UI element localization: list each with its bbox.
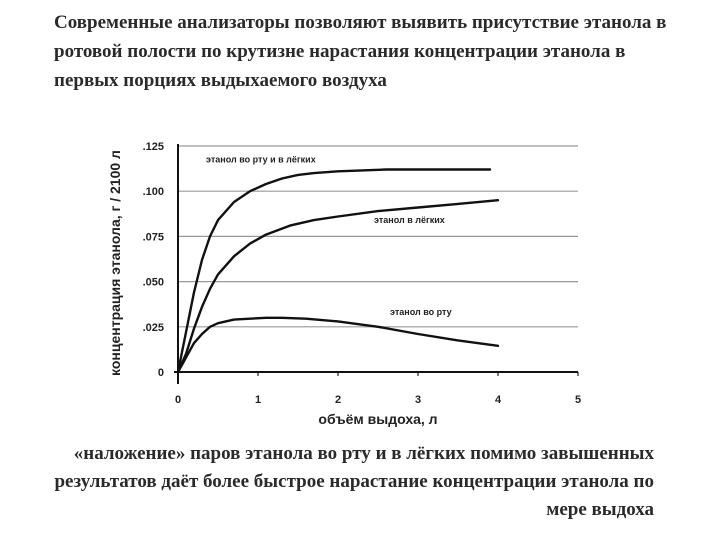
- y-tick-label: .075: [143, 231, 164, 243]
- x-tick-label: 2: [335, 394, 341, 406]
- x-tick-label: 0: [175, 394, 181, 406]
- series-line-lungs: [176, 199, 500, 374]
- ethanol-chart: 0 .025 .050 .075 .100 .125 0 1 2 3 4 5 этанол во рт…: [100, 130, 600, 430]
- grid: [178, 145, 578, 328]
- x-tick-label: 3: [415, 394, 421, 406]
- slide-title: Современные анализаторы позволяют выявит…: [54, 12, 667, 91]
- series-line-mouth-and-lungs: [176, 168, 492, 374]
- x-tick-label: 4: [495, 394, 502, 406]
- axes: [174, 144, 579, 384]
- series-lines: [176, 168, 500, 374]
- slide-caption: «наложение» паров этанола во рту и в лёг…: [54, 443, 654, 520]
- x-axis-label: объём выдоха, л: [318, 411, 437, 427]
- y-tick-label: .050: [143, 277, 164, 289]
- series-labels: этанол во рту и в лёгких этанол в лёгких э…: [206, 154, 452, 317]
- x-tick-label: 5: [575, 394, 581, 406]
- series-label-mouth: этанол во рту: [390, 307, 452, 317]
- y-tick-label: .100: [143, 186, 164, 198]
- y-axis-label: концентрация этанола, г / 2100 л: [107, 150, 123, 376]
- series-label-lungs: этанол в лёгких: [374, 215, 445, 225]
- chart-svg: 0 .025 .050 .075 .100 .125 0 1 2 3 4 5 этанол во рт…: [107, 141, 581, 427]
- x-tick-label: 1: [255, 394, 261, 406]
- series-line-mouth: [176, 316, 500, 374]
- y-tick-label: .125: [143, 141, 164, 153]
- series-label-mouth-and-lungs: этанол во рту и в лёгких: [206, 154, 316, 164]
- tick-labels: 0 .025 .050 .075 .100 .125 0 1 2 3 4 5: [143, 141, 581, 406]
- y-tick-label: 0: [158, 367, 164, 379]
- y-tick-label: .025: [143, 322, 164, 334]
